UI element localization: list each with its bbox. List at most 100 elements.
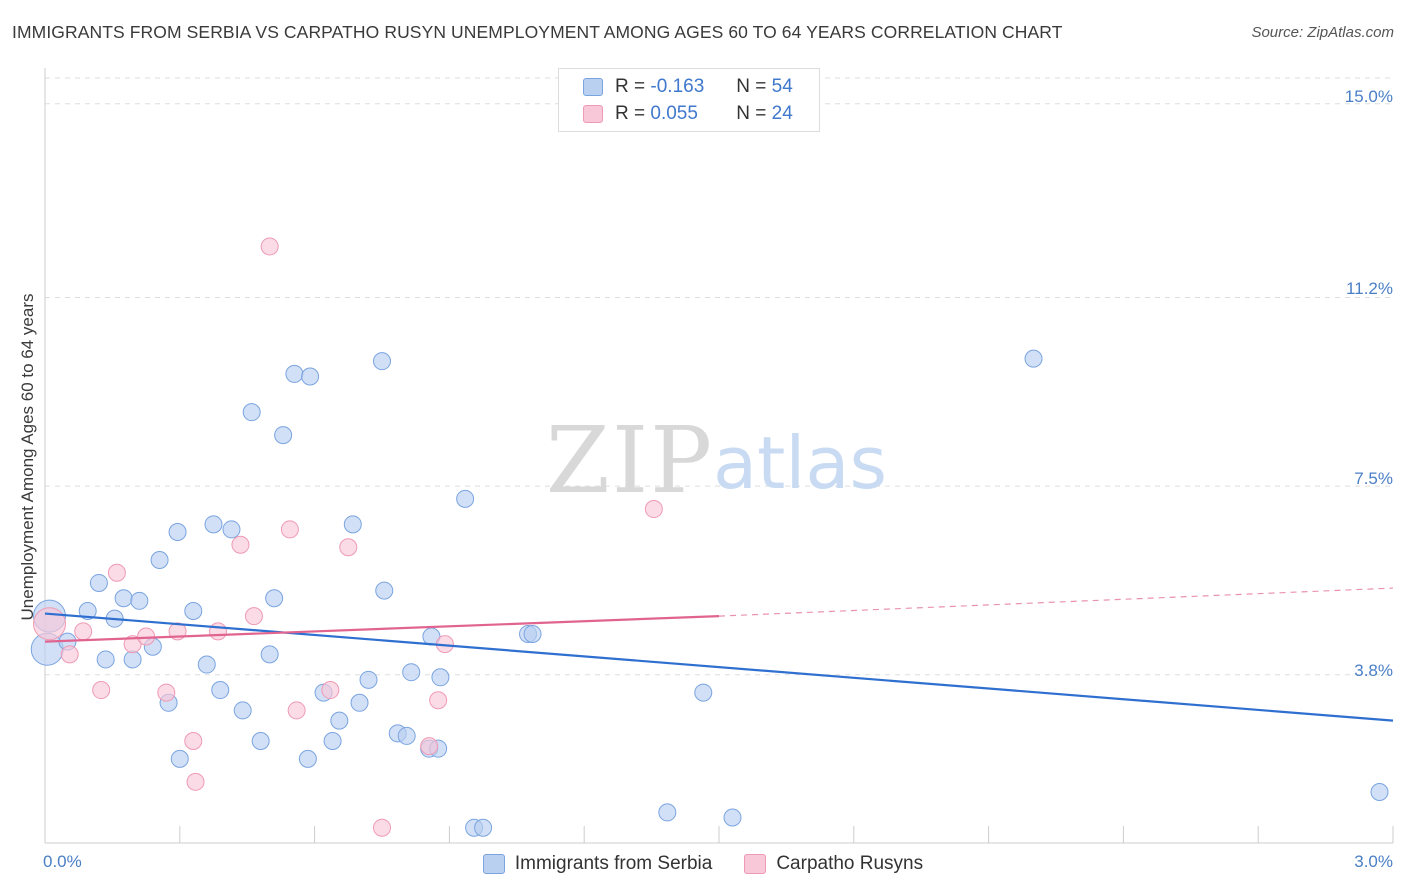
rusyn-point-7 [157, 683, 176, 702]
serbia-point-11 [150, 551, 169, 570]
gridlines [45, 77, 1393, 676]
serbia-point-27 [298, 749, 317, 768]
legend-item-rusyn[interactable]: Carpatho Rusyns [744, 853, 923, 875]
serbia-point-38 [397, 726, 416, 745]
rusyn-point-19 [373, 818, 391, 837]
correlation-legend: R = -0.163 N = 54 R = 0.055 N = 24 [558, 68, 820, 132]
serbia-point-5 [96, 650, 115, 669]
rusyn-trend-line [44, 615, 720, 643]
watermark: ZIP atlas [546, 407, 887, 514]
serbia-point-35 [373, 352, 391, 371]
serbia-point-49 [658, 803, 677, 822]
serbia-point-14 [170, 749, 189, 768]
serbia-point-28 [301, 367, 320, 386]
legend-swatch-serbia [482, 854, 505, 874]
y-tick-3-8: 3.8% [1354, 661, 1393, 680]
legend-row-rusyn: R = 0.055 N = 24 [583, 102, 793, 126]
serbia-point-9 [130, 591, 149, 610]
r-label: R = [615, 103, 646, 124]
rusyn-point-0 [32, 607, 66, 641]
trend-lines [44, 587, 1394, 722]
legend-label-serbia: Immigrants from Serbia [514, 853, 713, 874]
serbia-point-7 [114, 589, 133, 608]
serbia-point-16 [197, 655, 216, 674]
rusyn-point-4 [107, 563, 126, 582]
serbia-point-31 [330, 711, 349, 730]
serbia-point-42 [431, 668, 450, 687]
serbia-point-13 [168, 522, 187, 541]
serbia-point-36 [375, 581, 394, 600]
serbia-point-30 [323, 732, 342, 751]
rusyn-point-9 [184, 732, 203, 751]
serbia-point-46 [474, 818, 493, 837]
watermark-atlas: atlas [713, 421, 887, 505]
y-tick-11-2: 11.2% [1346, 279, 1393, 298]
rusyn-point-14 [260, 237, 279, 256]
rusyn-point-11 [208, 622, 227, 641]
serbia-point-48 [523, 624, 542, 643]
serbia-point-53 [1370, 783, 1389, 802]
source-label: Source: ZipAtlas.com [1251, 24, 1394, 41]
serbia-point-22 [251, 732, 270, 751]
x-tick-min: 0.0% [43, 852, 82, 871]
legend-item-serbia[interactable]: Immigrants from Serbia [482, 853, 713, 875]
series-legend: Immigrants from Serbia Carpatho Rusyns [0, 853, 1406, 875]
serbia-point-15 [184, 602, 203, 621]
legend-swatch-blue [583, 78, 603, 96]
chart-title: IMMIGRANTS FROM SERBIA VS CARPATHO RUSYN… [12, 22, 1063, 42]
series-rusyn-points [32, 237, 663, 837]
r-label: R = [615, 76, 646, 97]
serbia-point-51 [723, 808, 742, 827]
r-value: 0.055 [650, 103, 698, 124]
n-label: N = [736, 103, 767, 124]
rusyn-point-10 [186, 772, 205, 791]
axes [44, 68, 1394, 844]
serbia-point-44 [456, 489, 475, 508]
serbia-point-23 [260, 645, 279, 664]
serbia-point-33 [350, 693, 369, 712]
serbia-point-24 [265, 589, 284, 608]
rusyn-point-2 [74, 622, 93, 641]
serbia-point-17 [204, 515, 223, 534]
y-tick-7-5: 7.5% [1354, 469, 1393, 488]
serbia-point-34 [359, 670, 378, 689]
serbia-point-4 [89, 573, 108, 592]
rusyn-point-5 [123, 635, 142, 654]
n-label: N = [736, 76, 767, 97]
legend-row-serbia: R = -0.163 N = 54 [583, 75, 793, 99]
rusyn-point-16 [287, 701, 306, 720]
rusyn-point-17 [321, 681, 340, 700]
serbia-point-19 [222, 520, 241, 539]
serbia-point-18 [211, 681, 230, 700]
rusyn-point-3 [92, 681, 111, 700]
serbia-point-8 [123, 650, 142, 669]
serbia-point-32 [343, 515, 362, 534]
rusyn-point-23 [644, 500, 663, 519]
legend-label-rusyn: Carpatho Rusyns [776, 853, 924, 874]
n-value: 24 [771, 103, 793, 124]
rusyn-point-12 [231, 535, 250, 554]
rusyn-trend-extension [718, 587, 1394, 617]
serbia-point-21 [242, 403, 261, 422]
rusyn-point-18 [339, 538, 358, 557]
rusyn-point-20 [420, 737, 439, 756]
y-tick-15: 15.0% [1344, 87, 1393, 106]
serbia-point-3 [78, 602, 97, 621]
watermark-zip: ZIP [546, 407, 714, 514]
legend-swatch-pink [583, 105, 603, 123]
rusyn-point-1 [60, 645, 79, 664]
legend-swatch-rusyn [744, 854, 767, 874]
serbia-point-26 [285, 364, 304, 383]
serbia-point-25 [274, 426, 293, 445]
rusyn-point-13 [244, 607, 263, 626]
rusyn-point-21 [429, 691, 448, 710]
serbia-point-20 [233, 701, 252, 720]
serbia-point-39 [402, 663, 421, 682]
n-value: 54 [771, 76, 793, 97]
rusyn-point-15 [280, 520, 299, 539]
serbia-trend-line [44, 612, 1394, 722]
r-value: -0.163 [650, 76, 705, 97]
x-tick-max: 3.0% [1354, 852, 1393, 871]
serbia-point-50 [694, 683, 713, 702]
